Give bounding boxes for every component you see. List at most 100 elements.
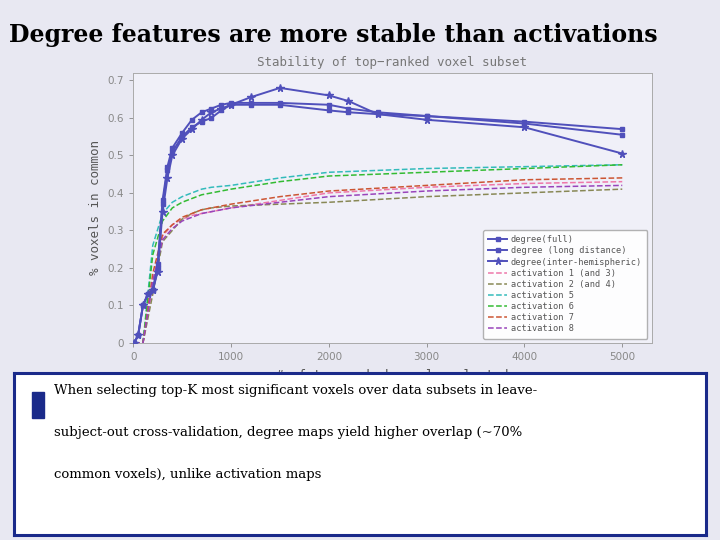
activation 5 [178,193,186,200]
degree (long distance) [163,164,172,170]
activation 6 [207,190,216,196]
degree(full) [158,201,167,207]
activation 7 [188,210,197,217]
activation 2 (and 4) [520,190,528,196]
activation 1 (and 3) [618,178,626,185]
degree (long distance) [197,109,206,116]
activation 5 [130,340,138,346]
activation 7 [618,174,626,181]
activation 6 [325,173,333,179]
activation 1 (and 3) [130,340,138,346]
Line: degree(inter-hemispheric): degree(inter-hemispheric) [130,84,626,347]
degree (long distance) [168,145,176,151]
activation 2 (and 4) [276,201,284,207]
degree (long distance) [134,332,143,339]
activation 1 (and 3) [197,210,206,217]
degree (long distance) [246,100,255,106]
X-axis label: # of top−ranked voxels selected: # of top−ranked voxels selected [276,369,508,382]
degree(full) [423,113,431,119]
activation 5 [276,174,284,181]
activation 5 [618,161,626,168]
degree(full) [197,118,206,125]
activation 1 (and 3) [168,221,176,228]
activation 7 [197,206,206,213]
activation 8 [325,193,333,200]
activation 1 (and 3) [325,190,333,196]
activation 8 [188,214,197,220]
activation 7 [168,221,176,228]
degree(inter-hemispheric) [344,98,353,104]
activation 1 (and 3) [139,340,148,346]
Bar [32,392,44,418]
activation 5 [423,165,431,172]
activation 6 [148,252,157,258]
degree(inter-hemispheric) [325,92,333,99]
degree(full) [207,114,216,121]
activation 1 (and 3) [276,197,284,204]
degree(inter-hemispheric) [246,94,255,100]
degree(full) [163,167,172,174]
activation 8 [207,208,216,215]
activation 8 [139,340,148,346]
Y-axis label: % voxels in common: % voxels in common [89,140,102,275]
degree (long distance) [207,105,216,112]
activation 8 [618,182,626,188]
activation 6 [520,165,528,172]
degree (long distance) [276,100,284,106]
activation 5 [139,340,148,346]
degree(full) [520,118,528,125]
activation 5 [227,182,235,188]
activation 8 [227,205,235,211]
Text: subject-out cross-validation, degree maps yield higher overlap (~70%: subject-out cross-validation, degree map… [55,426,523,439]
degree(full) [153,265,162,271]
activation 5 [197,186,206,192]
activation 8 [520,184,528,191]
activation 6 [188,195,197,202]
degree(inter-hemispheric) [178,136,186,142]
activation 8 [148,278,157,284]
degree(full) [374,111,382,117]
activation 1 (and 3) [423,184,431,191]
activation 6 [168,205,176,211]
degree(inter-hemispheric) [217,105,225,112]
activation 1 (and 3) [207,208,216,215]
activation 2 (and 4) [325,199,333,206]
degree(inter-hemispheric) [374,111,382,117]
activation 7 [139,340,148,346]
degree (long distance) [139,302,148,309]
activation 2 (and 4) [158,238,167,245]
degree(inter-hemispheric) [168,152,176,159]
degree (long distance) [178,130,186,136]
degree(full) [344,109,353,116]
Text: Degree features are more stable than activations: Degree features are more stable than act… [9,23,657,47]
activation 6 [618,161,626,168]
degree (long distance) [143,291,152,298]
activation 2 (and 4) [227,203,235,210]
degree(inter-hemispheric) [163,174,172,181]
activation 1 (and 3) [520,180,528,187]
degree(full) [227,102,235,108]
degree(inter-hemispheric) [148,287,157,294]
activation 7 [276,193,284,200]
degree(full) [217,107,225,113]
activation 6 [276,178,284,185]
degree (long distance) [188,117,197,123]
Line: activation 1 (and 3): activation 1 (and 3) [134,181,622,343]
Legend: degree(full), degree (long distance), degree(inter-hemispheric), activation 1 (a: degree(full), degree (long distance), de… [483,230,647,339]
activation 2 (and 4) [139,340,148,346]
degree(inter-hemispheric) [423,117,431,123]
degree (long distance) [153,261,162,267]
degree(inter-hemispheric) [207,109,216,116]
activation 5 [148,242,157,248]
degree(inter-hemispheric) [153,268,162,275]
Line: activation 2 (and 4): activation 2 (and 4) [134,189,622,343]
activation 8 [423,188,431,194]
activation 8 [158,237,167,243]
activation 7 [325,188,333,194]
degree(full) [139,302,148,309]
degree(inter-hemispheric) [188,126,197,132]
Line: activation 6: activation 6 [134,165,622,343]
activation 5 [188,190,197,196]
activation 7 [130,340,138,346]
activation 5 [207,184,216,191]
